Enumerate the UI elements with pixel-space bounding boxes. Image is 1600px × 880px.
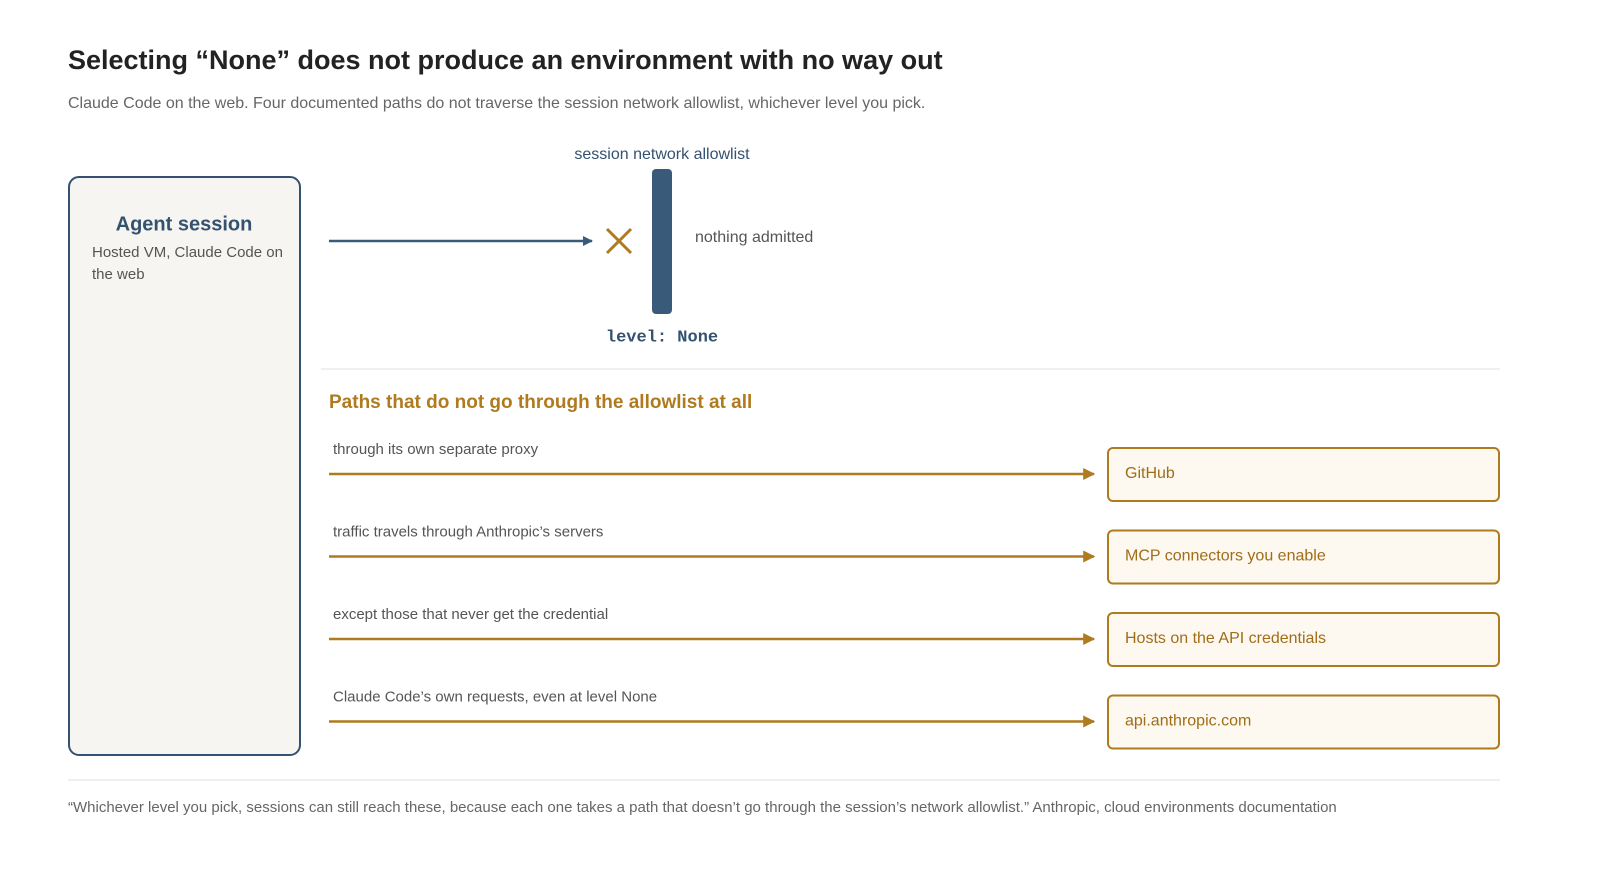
target-box bbox=[1107, 447, 1500, 502]
agent-title: Agent session bbox=[116, 213, 253, 235]
title: Selecting “None” does not produce an env… bbox=[68, 45, 943, 75]
target-label: api.anthropic.com bbox=[1125, 713, 1251, 730]
target-label: Hosts on the API credentials bbox=[1125, 630, 1326, 647]
target-label: GitHub bbox=[1125, 465, 1175, 482]
blocked-cross bbox=[605, 227, 633, 255]
allowlist-status: nothing admitted bbox=[695, 229, 813, 246]
target-box bbox=[1107, 612, 1500, 667]
target-label: MCP connectors you enable bbox=[1125, 548, 1326, 565]
footer-quote: “Whichever level you pick, sessions can … bbox=[68, 799, 1337, 816]
allowlist-level: level: None bbox=[606, 328, 718, 347]
bypass-heading: Paths that do not go through the allowli… bbox=[329, 392, 752, 413]
path-label: Claude Code’s own requests, even at leve… bbox=[333, 688, 657, 705]
bypass-rows: through its own separate proxy GitHub traf… bbox=[329, 441, 1500, 750]
allowlist-label: session network allowlist bbox=[574, 146, 750, 163]
path-label: traffic travels through Anthropic’s serv… bbox=[333, 523, 603, 540]
allowlist-bar bbox=[652, 169, 672, 314]
agent-desc-wrap: Hosted VM, Claude Code on the web bbox=[92, 244, 283, 283]
agent-description: Hosted VM, Claude Code on the web bbox=[92, 244, 283, 283]
target-box bbox=[1107, 694, 1500, 750]
path-label: through its own separate proxy bbox=[333, 441, 539, 458]
subtitle: Claude Code on the web. Four documented … bbox=[68, 95, 925, 112]
target-box bbox=[1107, 529, 1500, 585]
agent-box bbox=[68, 176, 301, 756]
path-label: except those that never get the credenti… bbox=[333, 606, 608, 623]
